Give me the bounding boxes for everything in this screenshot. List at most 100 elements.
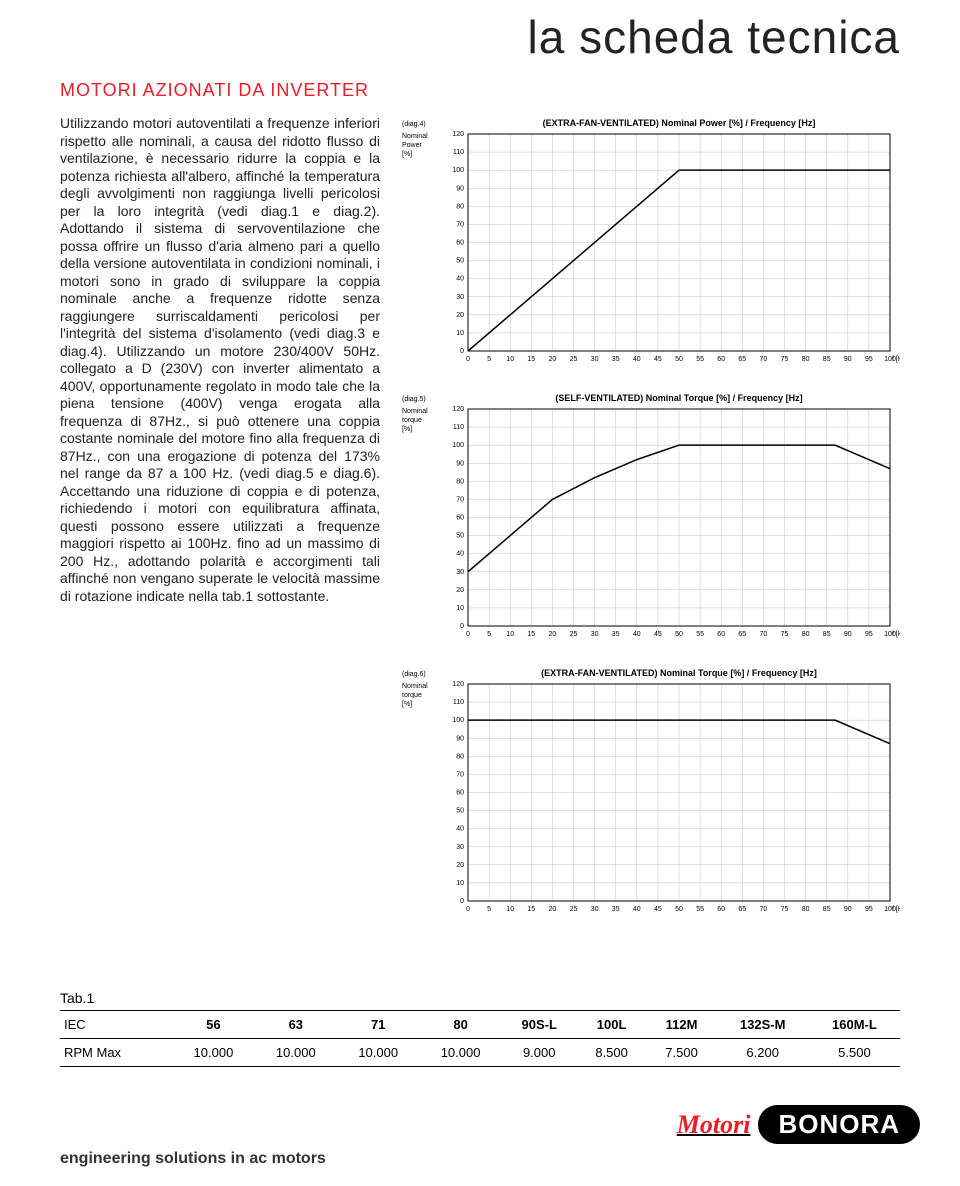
svg-text:10: 10: [456, 330, 464, 337]
section-title: MOTORI AZIONATI DA INVERTER: [60, 80, 369, 101]
svg-text:[%]: [%]: [402, 426, 412, 433]
table-cell: 10.000: [419, 1039, 501, 1067]
svg-text:30: 30: [456, 569, 464, 576]
svg-text:110: 110: [453, 149, 464, 156]
svg-text:60: 60: [456, 240, 464, 247]
svg-text:110: 110: [453, 699, 464, 706]
table-cell: 10.000: [337, 1039, 419, 1067]
svg-text:50: 50: [675, 356, 683, 363]
svg-text:35: 35: [612, 356, 620, 363]
svg-text:0: 0: [466, 356, 470, 363]
svg-text:70: 70: [760, 356, 768, 363]
svg-text:(diag.5): (diag.5): [402, 396, 426, 403]
svg-text:50: 50: [456, 258, 464, 265]
svg-text:100: 100: [452, 442, 464, 449]
svg-text:(diag.6): (diag.6): [402, 671, 426, 678]
svg-text:45: 45: [654, 631, 662, 638]
svg-text:15: 15: [527, 906, 535, 913]
svg-text:40: 40: [456, 826, 464, 833]
svg-text:55: 55: [696, 356, 704, 363]
table-column-header: 80: [419, 1011, 501, 1039]
table-caption: Tab.1: [60, 990, 94, 1006]
svg-text:80: 80: [802, 356, 810, 363]
svg-text:40: 40: [456, 276, 464, 283]
svg-text:90: 90: [456, 460, 464, 467]
table-cell: 10.000: [172, 1039, 254, 1067]
svg-text:25: 25: [570, 906, 578, 913]
svg-text:65: 65: [738, 906, 746, 913]
svg-text:(EXTRA-FAN-VENTILATED) Nominal: (EXTRA-FAN-VENTILATED) Nominal Torque [%…: [541, 668, 817, 678]
svg-text:40: 40: [456, 551, 464, 558]
chart-diag5: 0510152025303540455055606570758085909510…: [400, 385, 900, 650]
table-cell: 8.500: [577, 1039, 647, 1067]
svg-text:60: 60: [456, 790, 464, 797]
svg-text:110: 110: [453, 424, 464, 431]
svg-text:30: 30: [591, 356, 599, 363]
svg-text:85: 85: [823, 631, 831, 638]
svg-text:15: 15: [527, 356, 535, 363]
svg-text:90: 90: [844, 356, 852, 363]
svg-text:20: 20: [549, 631, 557, 638]
chart-diag5-wrap: 0510152025303540455055606570758085909510…: [400, 385, 900, 650]
table-cell: 10.000: [255, 1039, 337, 1067]
svg-text:75: 75: [781, 906, 789, 913]
svg-text:25: 25: [570, 631, 578, 638]
table-column-header: 112M: [647, 1011, 717, 1039]
table-cell: 9.000: [502, 1039, 577, 1067]
svg-text:(diag.4): (diag.4): [402, 121, 426, 128]
svg-text:95: 95: [865, 631, 873, 638]
svg-text:55: 55: [696, 906, 704, 913]
svg-text:65: 65: [738, 631, 746, 638]
svg-text:30: 30: [456, 294, 464, 301]
svg-text:95: 95: [865, 906, 873, 913]
svg-text:(EXTRA-FAN-VENTILATED) Nominal: (EXTRA-FAN-VENTILATED) Nominal Power [%]…: [543, 118, 816, 128]
svg-text:80: 80: [456, 478, 464, 485]
svg-text:f [Hz]: f [Hz]: [892, 906, 900, 913]
svg-text:80: 80: [456, 203, 464, 210]
svg-text:10: 10: [456, 880, 464, 887]
svg-text:30: 30: [591, 631, 599, 638]
svg-text:40: 40: [633, 356, 641, 363]
svg-text:95: 95: [865, 356, 873, 363]
logo: Motori BONORA: [677, 1105, 920, 1144]
svg-text:70: 70: [456, 496, 464, 503]
svg-text:Nominal: Nominal: [402, 133, 428, 140]
svg-text:35: 35: [612, 631, 620, 638]
svg-text:60: 60: [717, 356, 725, 363]
svg-text:torque: torque: [402, 692, 422, 699]
svg-text:10: 10: [506, 356, 514, 363]
table-column-header: 132S-M: [717, 1011, 809, 1039]
svg-text:30: 30: [591, 906, 599, 913]
footer: Motori BONORA engineering solutions in a…: [0, 1096, 960, 1186]
table-cell: 7.500: [647, 1039, 717, 1067]
svg-text:85: 85: [823, 906, 831, 913]
svg-text:Nominal: Nominal: [402, 683, 428, 690]
svg-text:Nominal: Nominal: [402, 408, 428, 415]
svg-text:torque: torque: [402, 417, 422, 424]
svg-text:50: 50: [456, 808, 464, 815]
svg-text:25: 25: [570, 356, 578, 363]
svg-text:90: 90: [456, 185, 464, 192]
svg-text:85: 85: [823, 356, 831, 363]
svg-text:5: 5: [487, 906, 491, 913]
table-column-header: 56: [172, 1011, 254, 1039]
logo-motori-text: Motori: [677, 1110, 751, 1140]
svg-text:5: 5: [487, 631, 491, 638]
table-column-header: 90S-L: [502, 1011, 577, 1039]
svg-text:[%]: [%]: [402, 151, 412, 158]
svg-text:80: 80: [456, 753, 464, 760]
table-column-header: 100L: [577, 1011, 647, 1039]
svg-text:45: 45: [654, 356, 662, 363]
svg-text:75: 75: [781, 631, 789, 638]
svg-text:20: 20: [456, 587, 464, 594]
svg-text:35: 35: [612, 906, 620, 913]
svg-text:70: 70: [456, 771, 464, 778]
svg-text:50: 50: [675, 631, 683, 638]
svg-text:45: 45: [654, 906, 662, 913]
svg-text:100: 100: [452, 167, 464, 174]
svg-text:5: 5: [487, 356, 491, 363]
svg-text:55: 55: [696, 631, 704, 638]
table-row-label: RPM Max: [60, 1039, 172, 1067]
svg-text:20: 20: [456, 312, 464, 319]
chart-diag6-wrap: 0510152025303540455055606570758085909510…: [400, 660, 900, 925]
